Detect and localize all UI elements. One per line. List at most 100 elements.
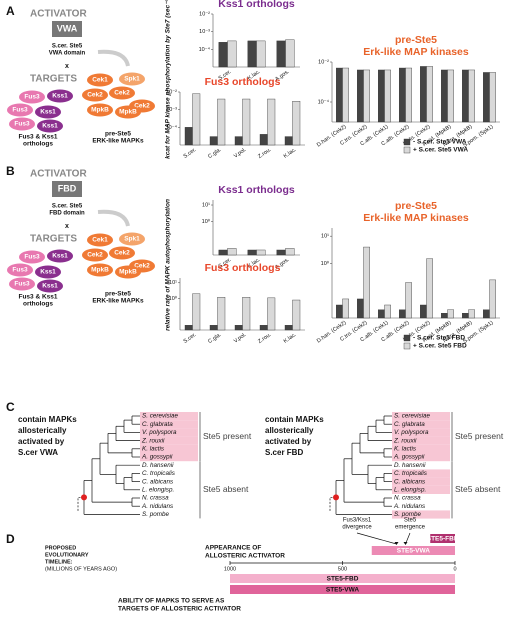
bar (217, 297, 226, 331)
times: x (65, 223, 69, 230)
species-label: C. albicans (142, 478, 174, 485)
domain-line: S.cer. Ste5 (52, 44, 83, 50)
legend-swatch (403, 146, 411, 154)
bar (292, 101, 301, 146)
chart-title: pre-Ste5 (395, 200, 437, 212)
y-tick-label: 10⁻² (199, 11, 210, 17)
x-tick-label: 1000 (224, 566, 236, 572)
bar (192, 293, 201, 331)
group-caption: Fus3 & Kss1 (18, 134, 57, 141)
timeline-caption: TIMELINE: (45, 559, 73, 565)
units: (MILLIONS OF YEARS AGO) (45, 566, 117, 572)
kinase-node-label: Fus3 (14, 281, 30, 288)
tree-caption: activated by (18, 437, 65, 446)
caption: ALLOSTERIC ACTIVATOR (205, 553, 285, 560)
bar (462, 312, 469, 319)
bar (441, 69, 448, 123)
bar (284, 136, 293, 146)
y-axis-label: kcat for MAP kinase phosphorylation by S… (165, 0, 172, 159)
domain-box-label: FBD (58, 183, 77, 193)
bar (285, 248, 295, 256)
y-tick-label: 10¹ (202, 202, 210, 208)
kinase-node (119, 232, 145, 246)
bar (489, 279, 497, 319)
chart-title: Fus3 orthologs (205, 76, 281, 88)
kinase-node-label: Fus3 (24, 254, 40, 261)
bar (284, 325, 293, 331)
y-tick-label: 10⁻⁴ (166, 124, 178, 131)
bar (247, 249, 257, 256)
legend-label: + S.cer. Ste5 FBD (413, 343, 467, 350)
bar (384, 69, 392, 123)
highlight (392, 477, 450, 486)
curved-arrow (97, 209, 130, 227)
bar (357, 298, 364, 319)
x-tick-label: S.cer. (183, 332, 198, 345)
kinase-node-label: MpkB (91, 107, 109, 114)
group-label: Ste5 present (203, 431, 252, 441)
targets-label: TARGETS (30, 74, 77, 85)
chart-title: Erk-like MAP kinases (363, 212, 469, 224)
root-node (81, 494, 87, 501)
group-caption: orthologs (23, 141, 53, 148)
bar (399, 309, 406, 319)
species-label: V. polyspora (142, 429, 177, 436)
highlight (392, 485, 450, 494)
kinase-node (87, 263, 113, 277)
activator-label: ACTIVATOR (30, 169, 87, 180)
tree-caption: allosterically (18, 426, 67, 435)
y-tick-label: 10⁻⁴ (199, 46, 211, 53)
species-label: N. crassa (142, 495, 169, 502)
kinase-node-label: Cek2 (134, 263, 150, 270)
bar (292, 299, 301, 331)
event-label: Ste5 (404, 518, 417, 524)
bar (234, 136, 243, 146)
species-label: C. glabrata (394, 421, 425, 428)
bar (209, 325, 218, 331)
panel-label: D (6, 532, 15, 546)
y-tick-label: 10⁻³ (199, 29, 210, 35)
kinase-node-label: Fus3 (12, 107, 28, 114)
kinase-node-label: Kss1 (42, 283, 58, 290)
species-label: S. pombe (142, 511, 169, 518)
highlight (392, 444, 450, 453)
bar (489, 72, 497, 123)
kinase-node-label: Cek2 (87, 252, 103, 259)
x-tick-label: 0 (453, 566, 456, 572)
caption: TARGETS OF ALLOSTERIC ACTIVATOR (118, 606, 241, 613)
species-label: A. nidulans (141, 503, 174, 510)
chart-title: Erk-like MAP kinases (363, 46, 469, 58)
time-bar-label: STE5-VWA (397, 548, 431, 555)
bar (285, 39, 295, 68)
bar (259, 134, 268, 146)
bar (426, 66, 434, 123)
x-tick-label: K.lac. (283, 332, 298, 345)
species-label: L. elongisp. (142, 486, 174, 493)
bar (462, 69, 469, 123)
bar (447, 69, 455, 123)
kinase-node-label: Kss1 (42, 123, 58, 130)
chart-title: Fus3 orthologs (205, 262, 281, 274)
group-caption: Fus3 & Kss1 (18, 294, 57, 301)
bar (227, 40, 237, 68)
legend-label: - S.cer. Ste5 FBD (413, 335, 465, 342)
group-caption: pre-Ste5 (105, 291, 131, 298)
group-caption: ERK-like MAPKs (92, 298, 144, 305)
bar (447, 309, 455, 319)
bar (363, 246, 371, 319)
legend-swatch (403, 138, 411, 146)
bar (363, 69, 371, 123)
species-label: A. gossypii (393, 454, 425, 461)
caption: ABILITY OF MAPKS TO SERVE AS (118, 598, 225, 605)
bar (218, 249, 228, 256)
event-arrowhead (403, 542, 408, 545)
y-tick-label: 10⁰ (169, 295, 178, 302)
kinase-node (82, 88, 108, 102)
tree-caption: contain MAPKs (18, 415, 77, 424)
kinase-node (7, 263, 33, 277)
legend-swatch (403, 342, 411, 350)
time-bar-label: STE5-FBD (427, 536, 459, 543)
species-label: K. lactis (394, 445, 417, 452)
kinase-node (119, 72, 145, 86)
